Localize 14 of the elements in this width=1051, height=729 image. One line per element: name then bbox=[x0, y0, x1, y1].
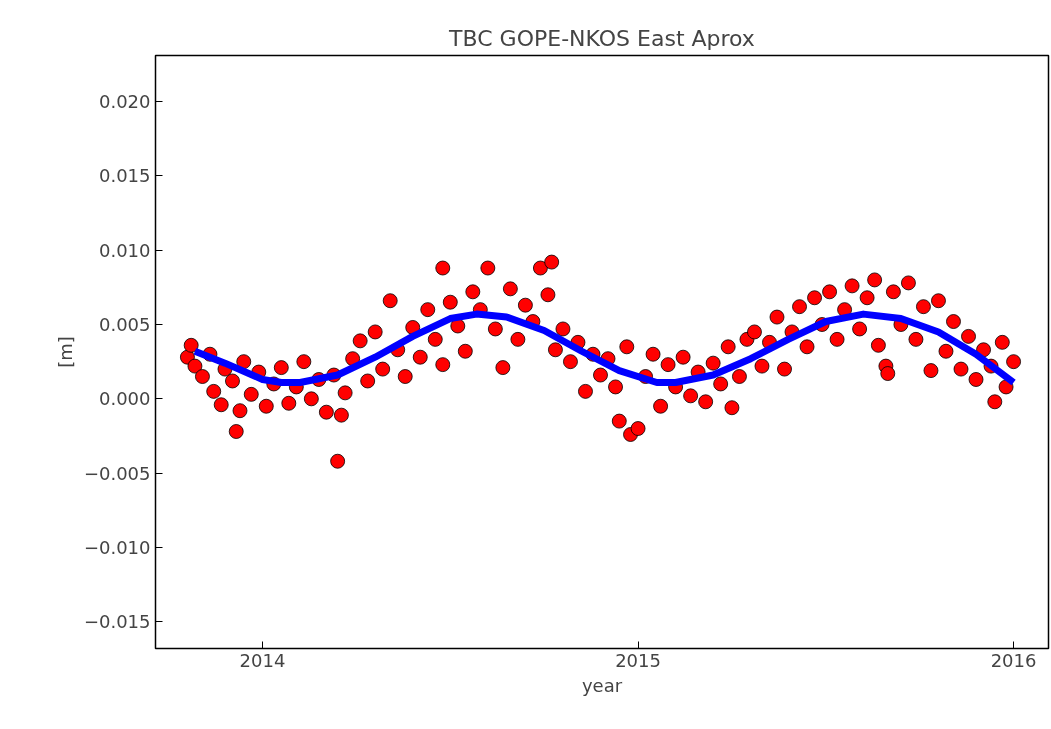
y-tick-label: −0.010 bbox=[83, 536, 151, 558]
x-tick-label: 2014 bbox=[239, 649, 286, 671]
y-tick-label: 0.020 bbox=[98, 91, 151, 113]
y-tick-label: −0.015 bbox=[83, 611, 151, 633]
x-tick-label: 2016 bbox=[990, 649, 1037, 671]
x-axis-title: year bbox=[581, 674, 623, 696]
y-axis-title: [m] bbox=[54, 336, 76, 368]
y-tick-label: −0.005 bbox=[83, 462, 151, 484]
chart-title: TBC GOPE-NKOS East Aprox bbox=[448, 25, 755, 51]
y-tick-label: 0.000 bbox=[98, 388, 151, 410]
y-tick-label: 0.010 bbox=[98, 239, 151, 261]
y-tick-label: 0.005 bbox=[98, 314, 151, 336]
x-tick-label: 2015 bbox=[615, 649, 661, 671]
y-tick-label: 0.015 bbox=[98, 165, 151, 187]
